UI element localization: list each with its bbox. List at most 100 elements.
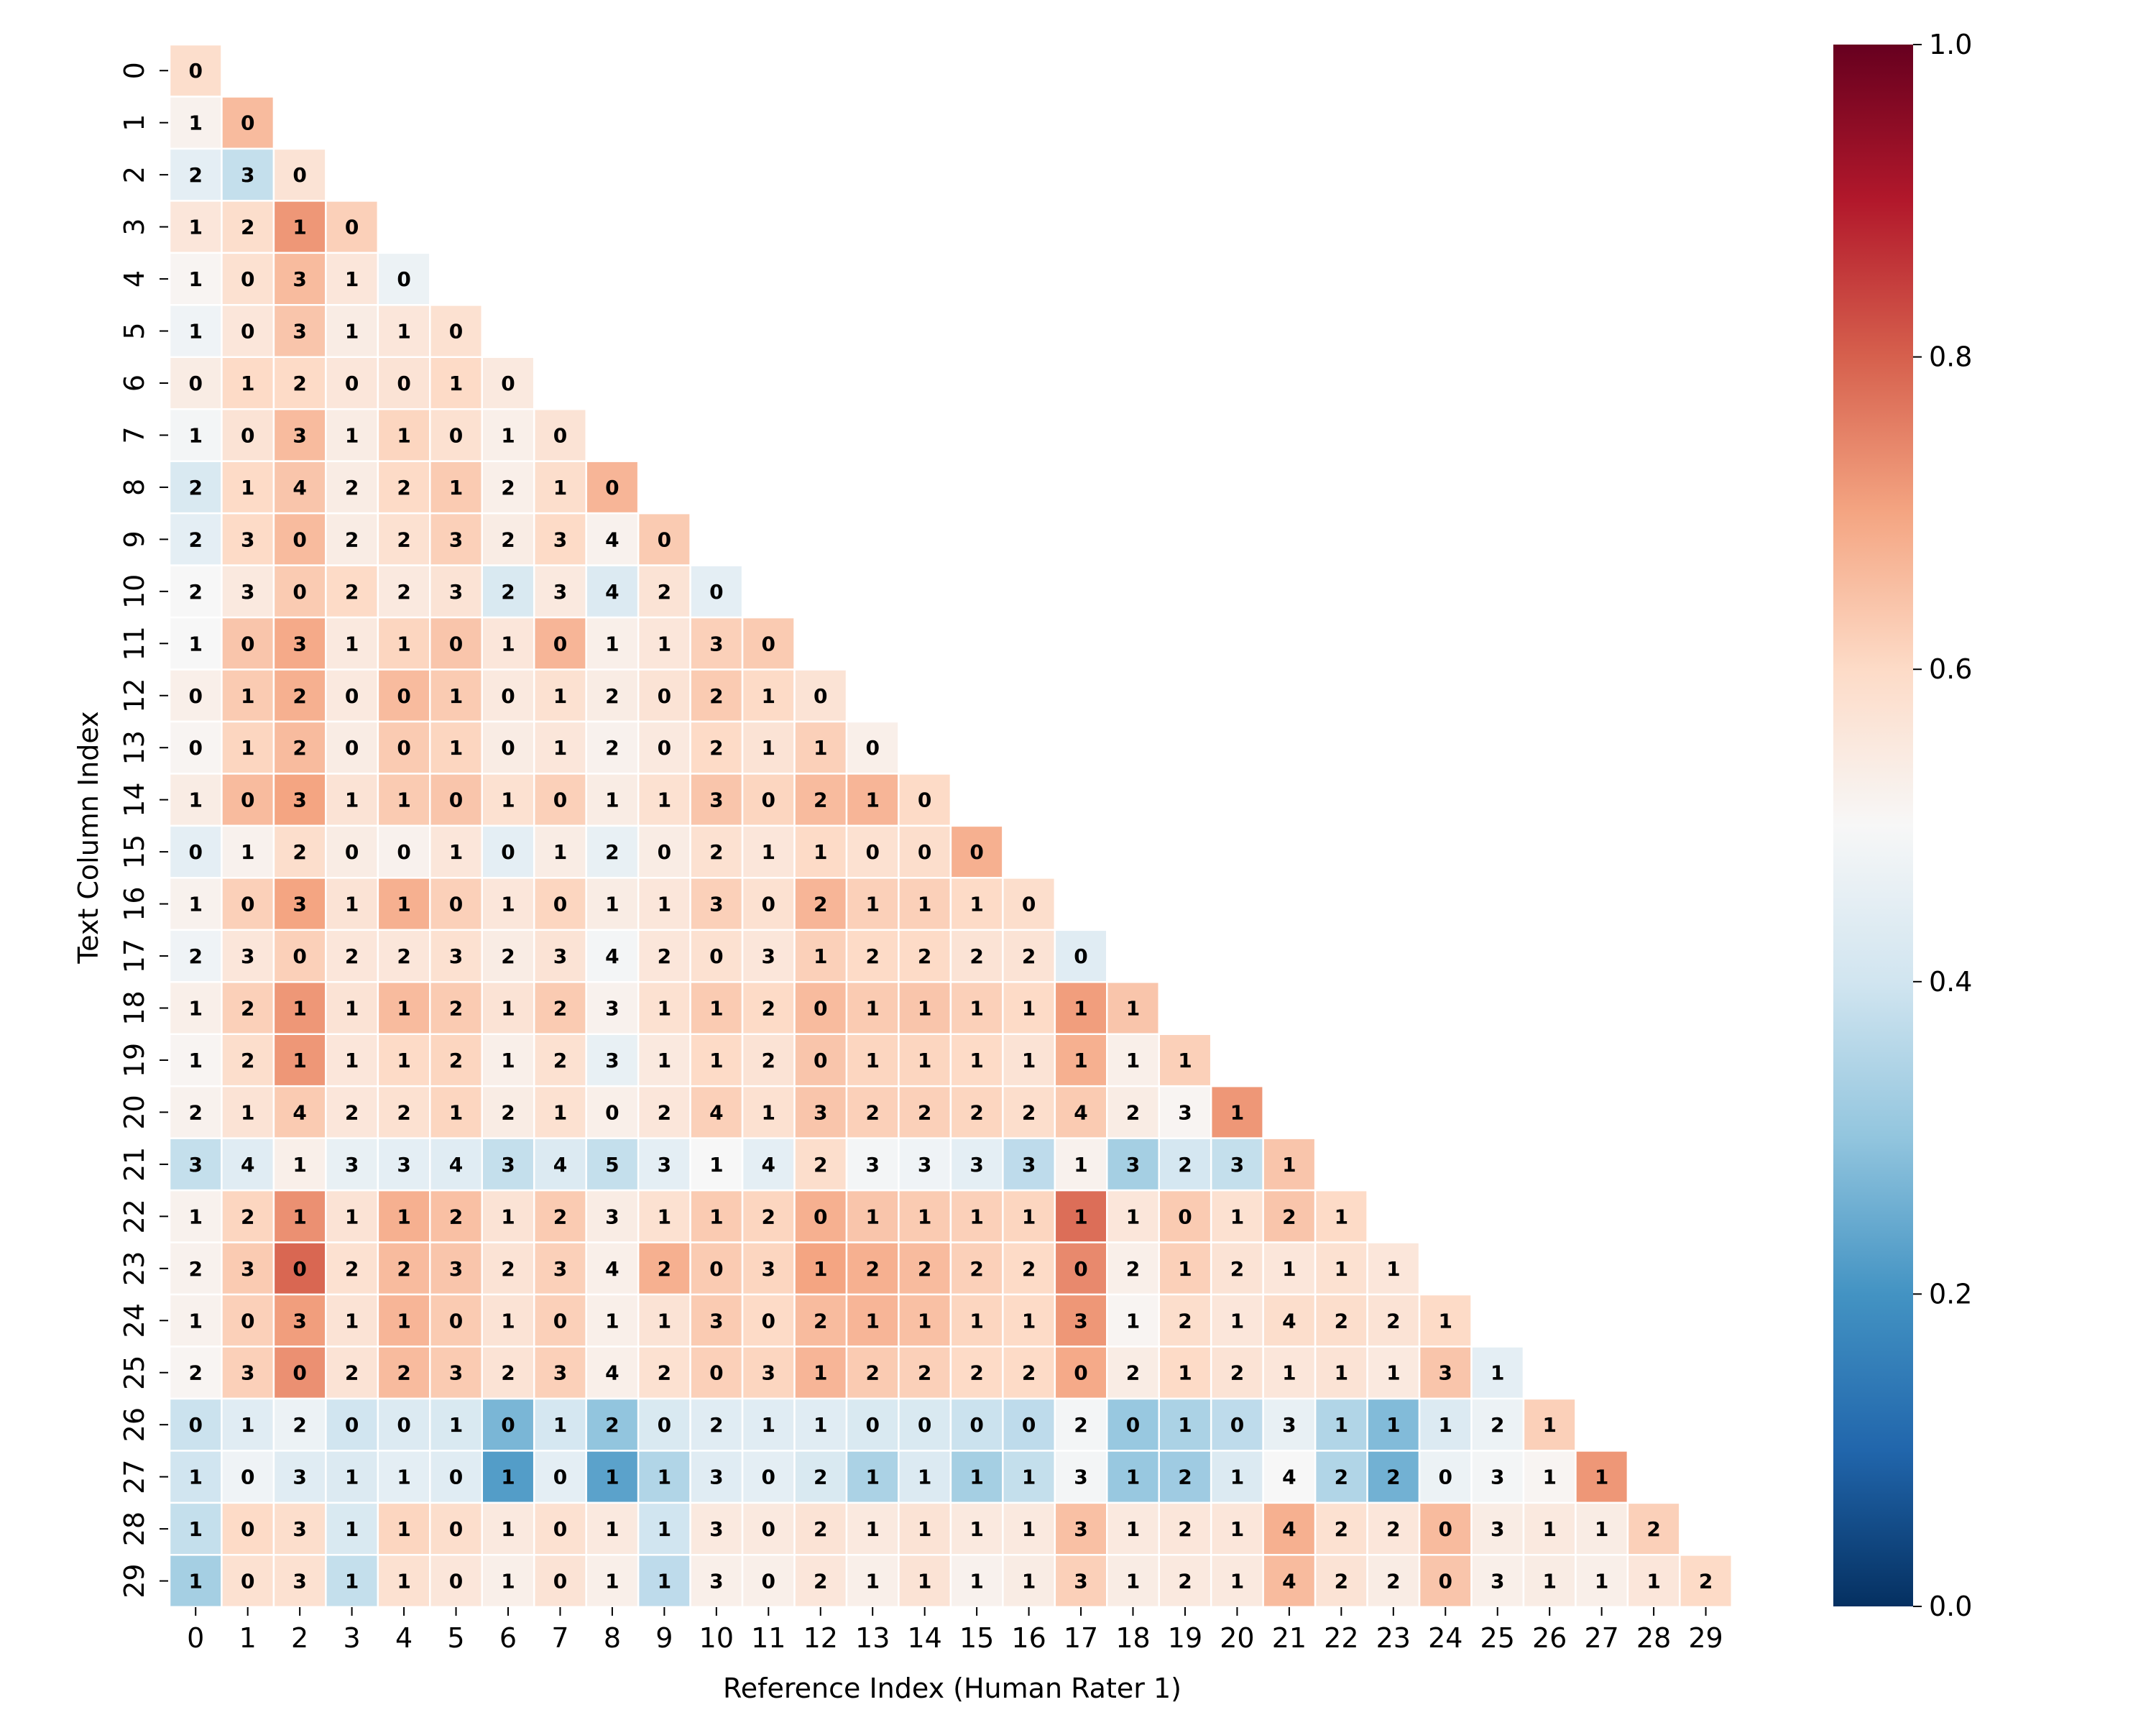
x-tick-label: 10 (699, 1622, 734, 1654)
cell-label: 2 (814, 893, 827, 916)
cell-label: 2 (188, 580, 202, 604)
cell-label: 2 (918, 1361, 931, 1385)
y-tick-label: 4 (119, 270, 150, 288)
heatmap-cell (168, 1397, 223, 1452)
cell-label: 3 (1282, 1413, 1296, 1437)
heatmap-cell (377, 1137, 431, 1192)
heatmap-cell (1522, 1397, 1577, 1452)
heatmap-cell (377, 720, 431, 775)
cell-label: 1 (658, 1466, 671, 1489)
cell-label: 3 (709, 788, 723, 812)
heatmap-cell (1054, 981, 1108, 1035)
cell-label: 1 (553, 1100, 567, 1124)
cell-label: 2 (1178, 1309, 1192, 1333)
heatmap-cell (637, 981, 691, 1035)
x-tick-label: 9 (655, 1622, 673, 1654)
heatmap-cell (221, 824, 275, 879)
cell-label: 1 (918, 1309, 931, 1333)
heatmap-cell (1210, 1554, 1264, 1609)
cell-label: 1 (709, 1205, 723, 1228)
cell-label: 2 (292, 372, 306, 395)
heatmap-cell (325, 1137, 379, 1192)
y-tick-label: 12 (119, 678, 150, 713)
heatmap-cell (533, 616, 587, 671)
cell-label: 2 (762, 997, 775, 1021)
cell-label: 2 (658, 1257, 671, 1281)
cell-label: 3 (292, 423, 306, 447)
cell-label: 3 (1074, 1570, 1087, 1593)
cell-label: 1 (865, 1309, 879, 1333)
cell-label: 1 (397, 1049, 410, 1072)
heatmap-cell (1262, 1346, 1317, 1400)
cell-label: 0 (449, 1309, 463, 1333)
cell-label: 3 (553, 1361, 567, 1385)
heatmap-cell (898, 773, 952, 827)
heatmap-cell (168, 1137, 223, 1192)
cell-label: 0 (292, 1361, 306, 1385)
cell-label: 1 (345, 1309, 359, 1333)
cell-label: 0 (918, 1413, 931, 1437)
cell-label: 1 (658, 1049, 671, 1072)
cell-label: 1 (345, 267, 359, 291)
cell-label: 0 (501, 372, 515, 395)
cell-label: 1 (1126, 1517, 1140, 1541)
cell-label: 0 (658, 1413, 671, 1437)
cell-label: 1 (1126, 1205, 1140, 1228)
cell-label: 2 (1386, 1466, 1400, 1489)
y-tick-label: 25 (119, 1356, 150, 1390)
y-tick-label: 11 (119, 626, 150, 661)
cell-label: 2 (865, 1361, 879, 1385)
colorbar (1833, 45, 1913, 1606)
cell-label: 1 (1595, 1570, 1608, 1593)
heatmap-cell (637, 512, 691, 566)
heatmap-cell (585, 668, 640, 723)
heatmap-cell (168, 1346, 223, 1400)
cell-label: 2 (501, 1361, 515, 1385)
heatmap-cell (1158, 1241, 1212, 1296)
cell-label: 2 (1386, 1517, 1400, 1541)
cell-label: 0 (918, 840, 931, 864)
cell-label: 1 (1022, 1517, 1036, 1541)
heatmap-cell (533, 1085, 587, 1139)
heatmap-cell (481, 1033, 535, 1087)
heatmap-cell (741, 1085, 796, 1139)
x-tick-label: 21 (1272, 1622, 1307, 1654)
heatmap-cell (585, 616, 640, 671)
cell-label: 0 (397, 840, 410, 864)
cell-label: 0 (188, 684, 202, 708)
cell-label: 0 (865, 1413, 879, 1437)
cell-label: 1 (1386, 1361, 1400, 1385)
heatmap-cell (221, 1450, 275, 1504)
cell-label: 1 (345, 893, 359, 916)
cell-label: 0 (292, 1257, 306, 1281)
cell-label: 1 (1230, 1466, 1244, 1489)
cell-label: 1 (449, 684, 463, 708)
heatmap-cell (533, 824, 587, 879)
cell-label: 3 (762, 944, 775, 968)
heatmap-cell (481, 668, 535, 723)
cell-label: 1 (501, 1517, 515, 1541)
cell-label: 1 (397, 788, 410, 812)
heatmap-cell (429, 1085, 484, 1139)
heatmap-cell (689, 564, 744, 619)
heatmap-cell (533, 512, 587, 566)
cell-label: 2 (241, 1049, 254, 1072)
heatmap-cell (949, 981, 1004, 1035)
heatmap-cell (168, 512, 223, 566)
cell-label: 3 (709, 1570, 723, 1593)
y-tick-label: 5 (119, 322, 150, 339)
heatmap-cell (221, 929, 275, 983)
y-tick-label: 2 (119, 166, 150, 183)
cell-label: 3 (292, 320, 306, 344)
cell-label: 2 (188, 476, 202, 500)
cell-label: 3 (969, 1153, 983, 1177)
heatmap-cell (272, 512, 327, 566)
heatmap-cell (1522, 1554, 1577, 1609)
heatmap-cell (272, 1033, 327, 1087)
heatmap-cell (1106, 1085, 1160, 1139)
cell-label: 3 (449, 528, 463, 551)
cell-label: 3 (397, 1153, 410, 1177)
cell-label: 1 (1178, 1413, 1192, 1437)
cell-label: 3 (709, 1517, 723, 1541)
y-tick-label: 24 (119, 1303, 150, 1338)
